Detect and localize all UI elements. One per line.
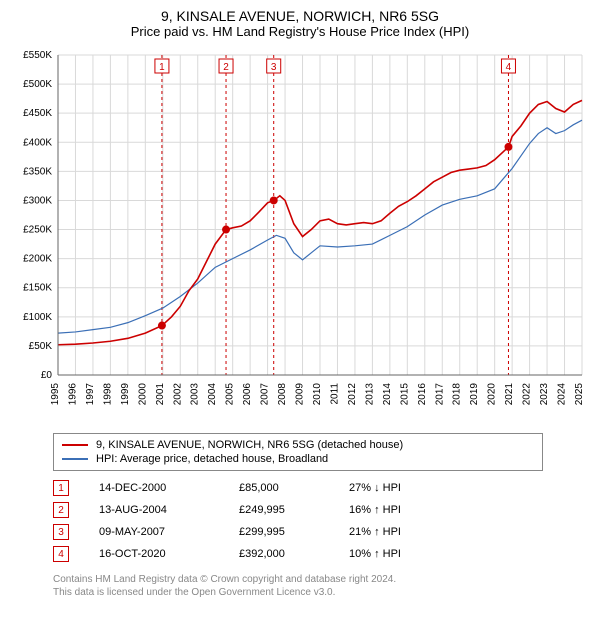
svg-text:2018: 2018 [452,383,463,406]
svg-text:2001: 2001 [155,383,166,406]
svg-text:2012: 2012 [347,383,358,406]
sale-marker-icon: 1 [53,480,69,496]
sale-date: 16-OCT-2020 [99,548,239,560]
svg-text:£400K: £400K [23,137,52,148]
svg-text:4: 4 [506,62,512,73]
sale-price: £299,995 [239,526,349,538]
svg-text:2019: 2019 [469,383,480,406]
sale-diff: 16% ↑ HPI [349,504,459,516]
svg-text:2016: 2016 [417,383,428,406]
svg-text:2008: 2008 [277,383,288,406]
svg-text:£450K: £450K [23,108,52,119]
svg-text:£300K: £300K [23,195,52,206]
sale-price: £392,000 [239,548,349,560]
legend: 9, KINSALE AVENUE, NORWICH, NR6 5SG (det… [53,433,543,471]
sale-diff: 21% ↑ HPI [349,526,459,538]
svg-text:£250K: £250K [23,225,52,236]
svg-text:2011: 2011 [329,383,340,405]
price-chart: £0 £50K £100K £150K £200K £250K £300K £350K £400… [8,45,592,425]
table-row: 4 16-OCT-2020 £392,000 10% ↑ HPI [53,543,543,565]
svg-text:2000: 2000 [137,383,148,406]
svg-text:2017: 2017 [434,383,445,406]
svg-text:2004: 2004 [207,383,218,406]
legend-row: 9, KINSALE AVENUE, NORWICH, NR6 5SG (det… [62,438,534,452]
svg-text:2020: 2020 [487,383,498,406]
sale-diff: 27% ↓ HPI [349,482,459,494]
svg-text:2025: 2025 [574,383,585,406]
footer-line: This data is licensed under the Open Gov… [53,586,543,599]
table-row: 3 09-MAY-2007 £299,995 21% ↑ HPI [53,521,543,543]
svg-text:£350K: £350K [23,166,52,177]
svg-text:2010: 2010 [312,383,323,406]
svg-text:2: 2 [223,62,229,73]
svg-text:£150K: £150K [23,283,52,294]
sales-table: 1 14-DEC-2000 £85,000 27% ↓ HPI 2 13-AUG… [53,477,543,565]
svg-text:1998: 1998 [102,383,113,406]
sale-marker-icon: 2 [53,502,69,518]
svg-text:1: 1 [159,62,165,73]
page-subtitle: Price paid vs. HM Land Registry's House … [8,24,592,39]
svg-text:2023: 2023 [539,383,550,406]
legend-swatch [62,444,88,446]
legend-swatch [62,458,88,460]
svg-text:2007: 2007 [260,383,271,406]
svg-text:2009: 2009 [295,383,306,406]
sale-date: 09-MAY-2007 [99,526,239,538]
sale-diff: 10% ↑ HPI [349,548,459,560]
page-title: 9, KINSALE AVENUE, NORWICH, NR6 5SG [8,8,592,24]
svg-text:1999: 1999 [120,383,131,406]
svg-text:2013: 2013 [364,383,375,406]
svg-text:2003: 2003 [190,383,201,406]
sale-date: 13-AUG-2004 [99,504,239,516]
svg-text:2014: 2014 [382,383,393,406]
legend-label: 9, KINSALE AVENUE, NORWICH, NR6 5SG (det… [96,439,403,451]
svg-text:2022: 2022 [522,383,533,406]
sale-marker-icon: 3 [53,524,69,540]
footer-line: Contains HM Land Registry data © Crown c… [53,573,543,586]
svg-text:2006: 2006 [242,383,253,406]
svg-text:£0: £0 [41,370,53,381]
svg-text:£200K: £200K [23,254,52,265]
table-row: 1 14-DEC-2000 £85,000 27% ↓ HPI [53,477,543,499]
svg-text:3: 3 [271,62,277,73]
svg-text:£550K: £550K [23,50,52,61]
svg-text:£100K: £100K [23,312,52,323]
table-row: 2 13-AUG-2004 £249,995 16% ↑ HPI [53,499,543,521]
sale-date: 14-DEC-2000 [99,482,239,494]
svg-text:£500K: £500K [23,79,52,90]
legend-row: HPI: Average price, detached house, Broa… [62,452,534,466]
svg-text:1997: 1997 [85,383,96,406]
svg-text:2002: 2002 [172,383,183,406]
footer-attribution: Contains HM Land Registry data © Crown c… [53,573,543,599]
svg-text:2024: 2024 [557,383,568,406]
sale-marker-icon: 4 [53,546,69,562]
svg-text:2021: 2021 [504,383,515,406]
svg-text:1996: 1996 [67,383,78,406]
svg-text:1995: 1995 [50,383,61,406]
svg-text:2015: 2015 [399,383,410,406]
svg-text:2005: 2005 [225,383,236,406]
sale-price: £85,000 [239,482,349,494]
legend-label: HPI: Average price, detached house, Broa… [96,453,328,465]
svg-text:£50K: £50K [29,341,53,352]
sale-price: £249,995 [239,504,349,516]
